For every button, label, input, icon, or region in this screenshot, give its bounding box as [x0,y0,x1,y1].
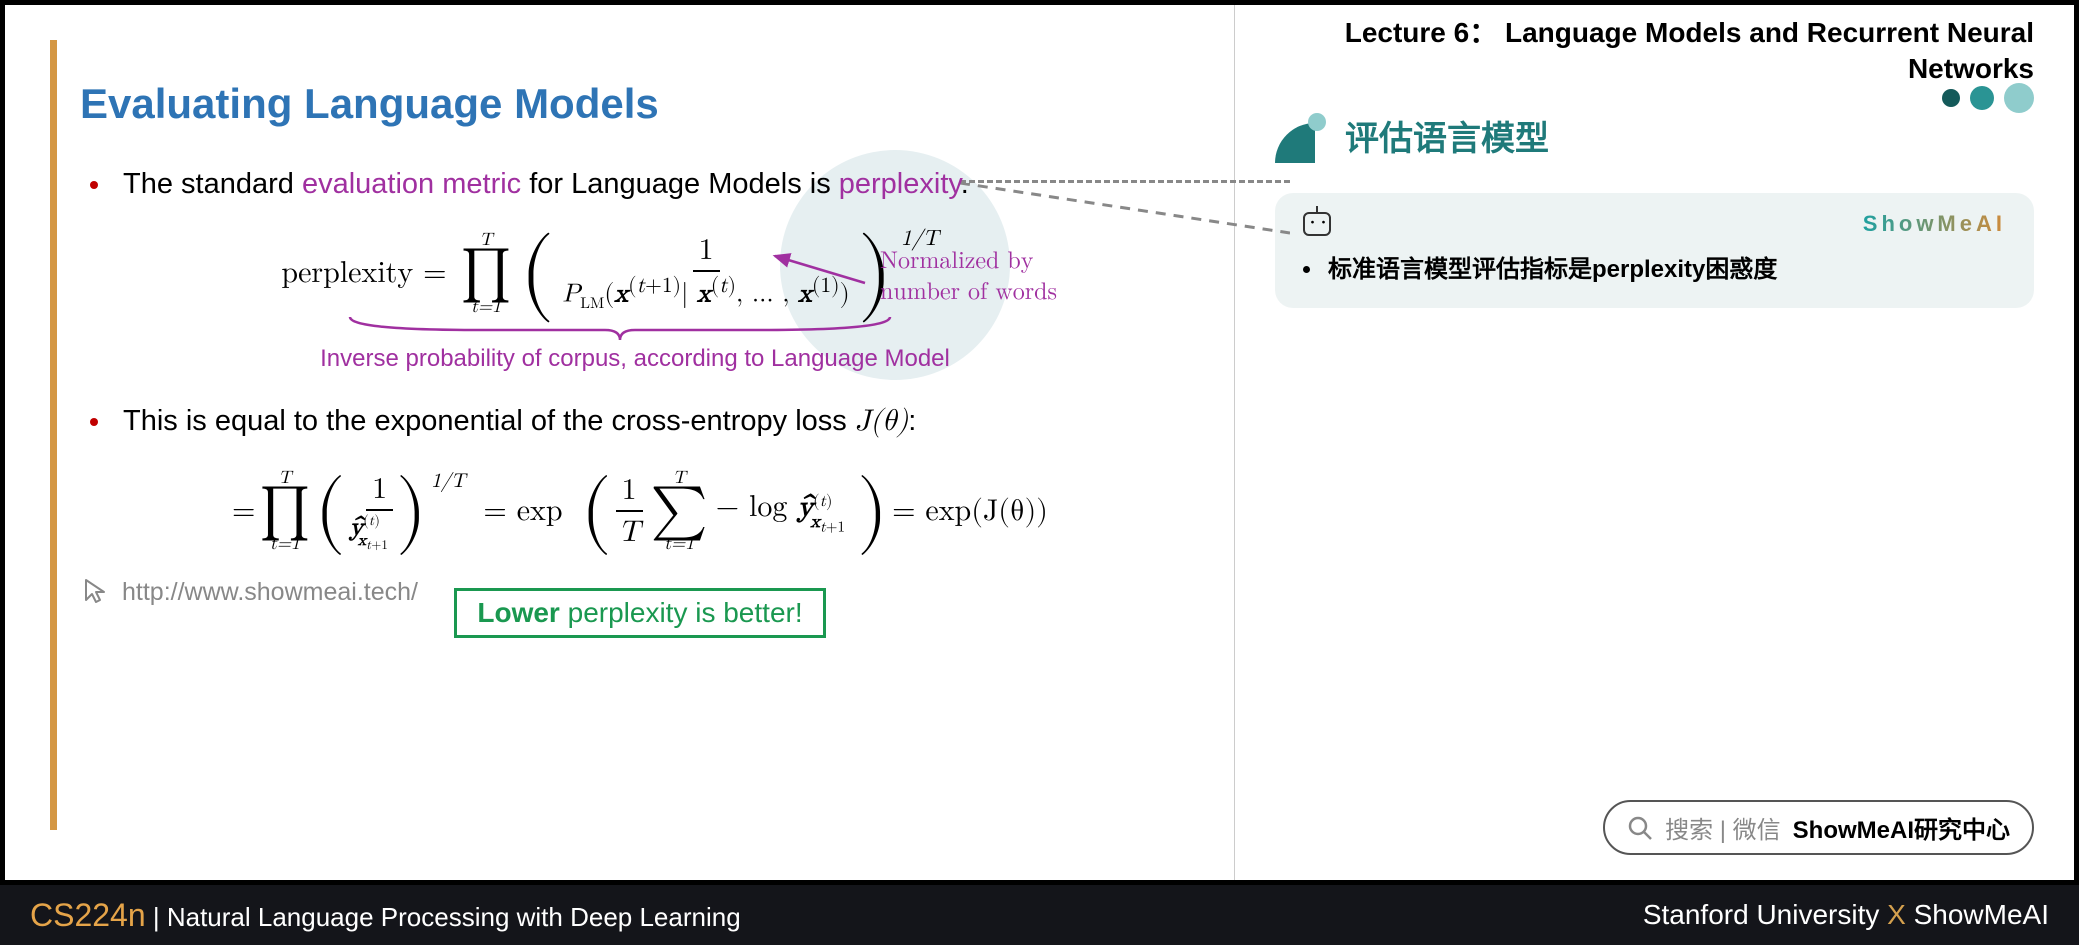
slide-panel: Evaluating Language Models The standard … [5,5,1235,880]
bullet1-post: . [961,168,969,200]
bullet-dot-icon [90,181,98,189]
univ-x: X [1887,899,1906,930]
section-icon [1275,108,1330,163]
green-box-strong: Lower [477,597,559,628]
search-box[interactable]: 搜索 | 微信 ShowMeAI研究中心 [1603,800,2034,855]
cross-entropy-formula: = T ∏ t=1 ( 1 ŷ(t)xt+1 ) 1/T = exp ( [80,469,1200,554]
bullet1-mid: for Language Models is [521,168,839,200]
note-box: ShowMeAI 标准语言模型评估指标是perplexity困惑度 [1275,193,2034,308]
dot-dark-icon [1942,89,1960,107]
annotation-normalized: Normalized by number of words [880,246,1057,308]
underbrace [340,312,900,342]
bullet-2: This is equal to the exponential of the … [80,403,1200,439]
university-credit: Stanford University X ShowMeAI [1643,899,2049,931]
lecture-line1: Lecture 6： Language Models and Recurrent… [1275,15,2034,51]
arrow-normalized [765,251,875,291]
notes-panel: Lecture 6： Language Models and Recurrent… [1235,5,2074,880]
main-container: Evaluating Language Models The standard … [5,5,2074,880]
course-name: Natural Language Processing with Deep Le… [167,902,741,932]
note-bullet-text: 标准语言模型评估指标是perplexity困惑度 [1328,249,1777,284]
univ-right: ShowMeAI [1906,899,2049,930]
annotation-inverse: Inverse probability of corpus, according… [70,345,1200,373]
bullet2-math: J(θ) [855,406,908,436]
decorative-dots [1942,83,2034,113]
footer-link[interactable]: http://www.showmeai.tech/ [80,576,418,608]
search-icon [1627,815,1653,841]
course-code: CS224n [30,897,146,933]
green-box-rest: perplexity is better! [560,597,803,628]
bottom-bar: CS224n | Natural Language Processing wit… [0,885,2079,945]
bullet-1: The standard evaluation metric for Langu… [80,168,1200,201]
bullet2-post: : [908,405,916,437]
brand-text: ShowMeAI [1863,211,2006,237]
annot-norm-l2: number of words [880,277,1057,308]
slide-title: Evaluating Language Models [80,80,1200,128]
lecture-line2: Networks [1275,51,2034,87]
bullet-dot-icon [90,418,98,426]
note-bullet: 标准语言模型评估指标是perplexity困惑度 [1303,249,2006,284]
bullet1-pre: The standard [123,168,302,200]
bullet2-pre: This is equal to the exponential of the … [123,405,855,437]
dot-light-icon [2004,83,2034,113]
perplexity-label: perplexity [281,258,413,288]
lecture-header: Lecture 6： Language Models and Recurrent… [1275,15,2034,88]
formula2-expJ: = exp(J(θ)) [892,493,1048,529]
section-title-row: 评估语言模型 [1275,108,2034,163]
slide-content: Evaluating Language Models The standard … [80,40,1200,860]
annot-norm-l1: Normalized by [880,246,1057,277]
footer-url-text: http://www.showmeai.tech/ [122,578,418,607]
univ-left: Stanford University [1643,899,1887,930]
product-symbol: T ∏ t=1 [461,231,512,316]
course-info: CS224n | Natural Language Processing wit… [30,897,741,934]
robot-icon [1303,212,1331,236]
note-bullet-dot-icon [1303,266,1310,273]
course-sep: | [146,902,167,932]
cursor-icon [80,576,112,608]
search-bold-text: ShowMeAI研究中心 [1793,810,2010,845]
perplexity-formula: perplexity = T ∏ t=1 ( 1 PLM(x(t+1)| x(t… [80,231,1200,373]
section-title: 评估语言模型 [1345,111,1549,160]
lower-perplexity-callout: Lower perplexity is better! [454,588,825,638]
dot-mid-icon [1970,86,1994,110]
slide-accent-bar [50,40,57,830]
bullet1-em2: perplexity [839,168,961,200]
prod-bottom: t=1 [471,298,501,316]
bullet1-em1: evaluation metric [302,168,521,200]
search-gray-text: 搜索 | 微信 [1665,810,1781,845]
